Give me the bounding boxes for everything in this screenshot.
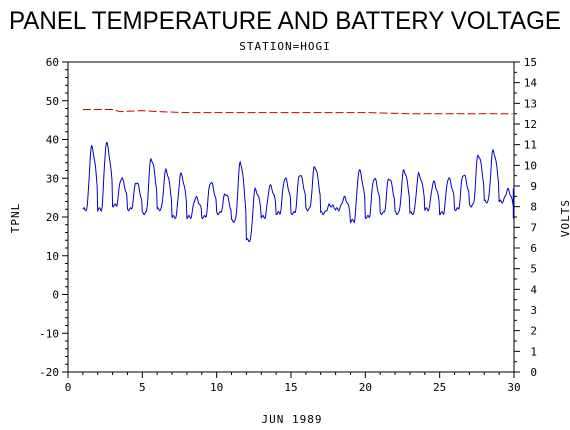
y-left-tick-label: -20 <box>39 366 59 379</box>
y-right-tick-label: 1 <box>530 345 537 358</box>
x-axis: 0 5 10 15 20 25 30 <box>65 372 521 394</box>
y-right-tick-label: 13 <box>524 97 537 110</box>
y-right-tick-label: 11 <box>524 139 537 152</box>
y-right-tick-label: 3 <box>530 304 537 317</box>
x-tick-label: 10 <box>210 381 223 394</box>
y-left-tick-label: 50 <box>46 95 59 108</box>
y-axis-right-label: VOLTS <box>559 199 570 237</box>
plot-frame <box>67 61 515 373</box>
chart-subtitle: STATION=HOGI <box>239 40 330 53</box>
x-tick-label: 15 <box>284 381 297 394</box>
y-axis-left: -20 -10 0 10 20 30 40 50 60 <box>39 56 68 379</box>
x-tick-label: 20 <box>359 381 372 394</box>
x-tick-label: 30 <box>507 381 520 394</box>
y-left-tick-label: 20 <box>46 211 59 224</box>
x-tick-label: 5 <box>139 381 146 394</box>
chart-title: PANEL TEMPERATURE AND BATTERY VOLTAGE <box>9 7 561 35</box>
y-left-tick-label: 30 <box>46 172 59 185</box>
x-tick-label: 25 <box>433 381 446 394</box>
y-right-tick-label: 4 <box>530 283 537 296</box>
y-axis-left-label: TPNL <box>9 203 22 234</box>
y-right-tick-label: 7 <box>530 221 537 234</box>
y-right-tick-label: 0 <box>530 366 537 379</box>
y-left-tick-label: -10 <box>39 327 59 340</box>
y-left-tick-label: 40 <box>46 134 59 147</box>
y-right-tick-label: 8 <box>530 201 537 214</box>
y-right-tick-label: 14 <box>524 77 538 90</box>
y-right-tick-label: 2 <box>530 325 537 338</box>
y-left-tick-label: 0 <box>52 289 59 302</box>
panel-temperature-line <box>82 141 514 243</box>
y-right-tick-label: 15 <box>524 56 537 69</box>
y-right-tick-label: 12 <box>524 118 537 131</box>
y-right-tick-label: 6 <box>530 242 537 255</box>
battery-voltage-line <box>82 109 513 115</box>
x-axis-label: JUN 1989 <box>262 413 323 426</box>
y-left-tick-label: 60 <box>46 56 59 69</box>
y-right-tick-label: 9 <box>530 180 537 193</box>
y-right-tick-label: 5 <box>530 263 537 276</box>
y-right-tick-label: 10 <box>524 159 537 172</box>
x-tick-label: 0 <box>65 381 72 394</box>
y-left-tick-label: 10 <box>46 250 59 263</box>
